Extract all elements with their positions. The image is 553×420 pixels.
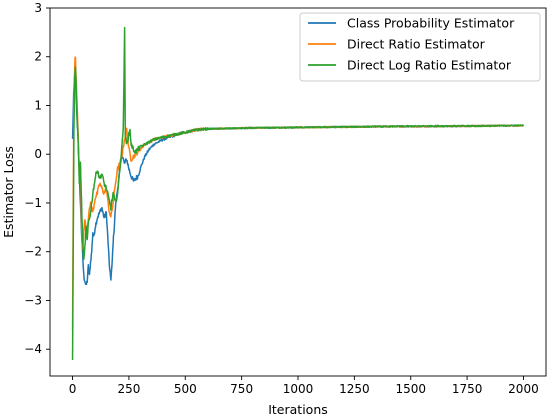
- x-tick-label: 500: [174, 382, 197, 396]
- x-tick-label: 1250: [339, 382, 370, 396]
- legend-label: Class Probability Estimator: [347, 16, 515, 31]
- y-tick-label: −2: [24, 245, 42, 259]
- y-tick-label: −1: [24, 196, 42, 210]
- x-tick-label: 1500: [395, 382, 426, 396]
- series-layer: [71, 26, 525, 361]
- legend-label: Direct Ratio Estimator: [347, 37, 486, 52]
- x-tick-label: 1000: [283, 382, 314, 396]
- x-tick-label: 0: [69, 382, 77, 396]
- y-tick-label: 2: [34, 50, 42, 64]
- x-tick-label: 750: [230, 382, 253, 396]
- series-line-3: [71, 26, 525, 361]
- y-tick-label: 1: [34, 98, 42, 112]
- y-tick-label: −4: [24, 342, 42, 356]
- legend-label: Direct Log Ratio Estimator: [347, 58, 512, 73]
- y-axis-label: Estimator Loss: [1, 146, 16, 238]
- x-tick-label: 2000: [508, 382, 539, 396]
- y-tick-label: 3: [34, 1, 42, 15]
- y-tick-label: −3: [24, 293, 42, 307]
- y-tick-label: 0: [34, 147, 42, 161]
- x-axis: 0 250 500 750 1000 1250 1500 1750 2000: [69, 376, 539, 396]
- x-tick-label: 250: [117, 382, 140, 396]
- y-axis: −4 −3 −2 −1 0 1 2 3: [24, 1, 50, 356]
- legend-box: [299, 12, 541, 82]
- legend: Class Probability Estimator Direct Ratio …: [299, 12, 541, 82]
- x-tick-label: 1750: [452, 382, 483, 396]
- plot-area: [71, 26, 525, 361]
- x-axis-label: Iterations: [268, 402, 328, 417]
